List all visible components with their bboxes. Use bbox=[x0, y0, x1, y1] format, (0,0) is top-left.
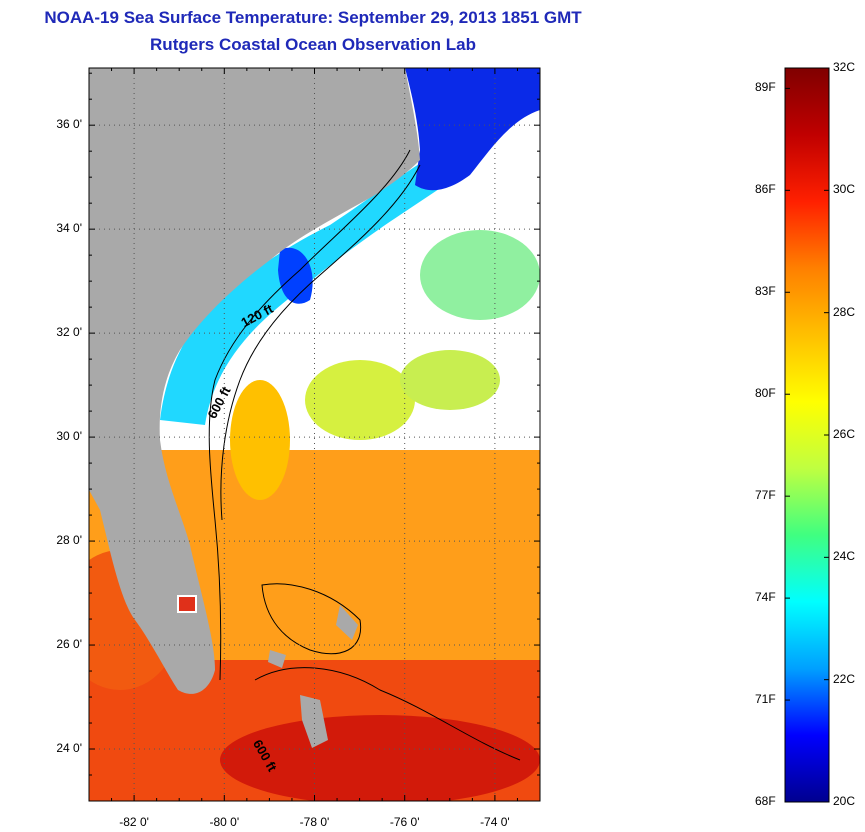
celsius-label: 20C bbox=[833, 794, 856, 808]
fahrenheit-label: 80F bbox=[755, 386, 776, 401]
lat-label: 30 0' bbox=[56, 429, 82, 444]
fahrenheit-label: 68F bbox=[755, 794, 776, 808]
contour-bahamas-south bbox=[254, 667, 521, 761]
lon-label: -76 0' bbox=[389, 815, 420, 829]
hot-water-spot bbox=[220, 715, 540, 801]
map-title: NOAA-19 Sea Surface Temperature: Septemb… bbox=[44, 8, 582, 27]
celsius-label: 22C bbox=[833, 671, 856, 686]
contour-bahamas bbox=[261, 583, 362, 655]
lat-label: 28 0' bbox=[56, 533, 82, 548]
celsius-label: 30C bbox=[833, 182, 856, 197]
celsius-label: 32C bbox=[833, 60, 856, 74]
graticule bbox=[89, 68, 540, 801]
fahrenheit-label: 86F bbox=[755, 182, 776, 197]
celsius-label: 24C bbox=[833, 549, 856, 564]
map-subtitle: Rutgers Coastal Ocean Observation Lab bbox=[150, 35, 476, 54]
fahrenheit-label: 71F bbox=[755, 692, 776, 707]
orange-patch bbox=[230, 380, 290, 500]
fahrenheit-label: 83F bbox=[755, 284, 776, 299]
colorbar bbox=[784, 67, 830, 803]
land-bahamas-3 bbox=[268, 650, 286, 668]
lat-label: 36 0' bbox=[56, 117, 82, 132]
contour-600ft bbox=[220, 164, 421, 521]
land-bahamas-2 bbox=[300, 695, 328, 748]
lon-label: -74 0' bbox=[480, 815, 510, 829]
lon-label: -80 0' bbox=[209, 815, 240, 829]
lon-label: -82 0' bbox=[119, 815, 149, 829]
yellow-patch-1 bbox=[305, 360, 415, 440]
green-patch bbox=[420, 230, 540, 320]
axis-ticks bbox=[88, 68, 541, 802]
yellow-patch-2 bbox=[400, 350, 500, 410]
celsius-label: 28C bbox=[833, 304, 856, 319]
cold-water-north bbox=[405, 68, 540, 191]
fahrenheit-label: 77F bbox=[755, 488, 776, 503]
lat-label: 32 0' bbox=[56, 325, 82, 340]
celsius-label: 26C bbox=[833, 427, 856, 441]
land-southeast-us bbox=[89, 68, 420, 694]
land-bahamas-1 bbox=[336, 605, 358, 640]
colorbar-ticks bbox=[785, 67, 829, 803]
fahrenheit-label: 89F bbox=[755, 80, 776, 95]
lon-label: -78 0' bbox=[299, 815, 330, 829]
lake-okeechobee bbox=[177, 595, 197, 613]
lat-label: 24 0' bbox=[56, 741, 82, 755]
lat-label: 26 0' bbox=[56, 637, 82, 652]
contour-120ft bbox=[208, 149, 411, 681]
lat-label: 34 0' bbox=[56, 221, 82, 236]
fahrenheit-label: 74F bbox=[755, 590, 776, 605]
